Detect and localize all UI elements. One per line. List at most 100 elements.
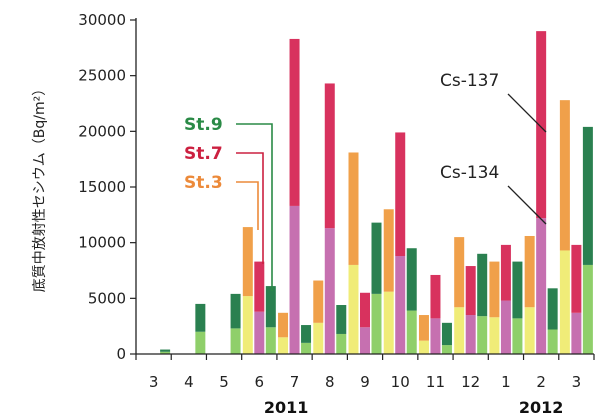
bar-st3-cs137-5 <box>313 280 324 323</box>
bar-st7-cs134-3 <box>254 311 265 354</box>
bar-st3-cs137-8 <box>418 315 429 341</box>
bar-st3-cs137-9 <box>454 237 465 308</box>
x-tick-label-0: 3 <box>149 373 159 391</box>
y-tick-label-3: 15000 <box>78 178 126 196</box>
bar-st9-cs137-11 <box>547 288 558 330</box>
bar-st7-cs134-5 <box>324 228 335 354</box>
bar-st9-cs134-11 <box>547 329 558 354</box>
bar-st7-cs137-5 <box>324 83 335 229</box>
bar-st9-cs134-9 <box>477 316 488 354</box>
bar-st7-cs137-8 <box>430 274 441 319</box>
bar-st9-cs137-7 <box>406 248 417 311</box>
bar-st3-cs137-12 <box>559 100 570 251</box>
annotation-leader-cs-134 <box>507 185 547 225</box>
bar-st3-cs134-9 <box>454 307 465 354</box>
y-tick-label-5: 25000 <box>78 67 126 85</box>
bars-layer <box>160 31 593 354</box>
legend-connector-st3 <box>236 181 259 230</box>
bar-st7-cs137-3 <box>254 261 265 312</box>
bar-st3-cs134-4 <box>278 337 289 354</box>
bar-st7-cs134-7 <box>395 256 406 354</box>
x-tick-label-5: 8 <box>325 373 335 391</box>
bar-st7-cs137-7 <box>395 132 406 257</box>
bar-st3-cs134-10 <box>489 317 500 354</box>
y-tick-label-4: 20000 <box>78 122 126 140</box>
legend-connector-st7 <box>236 152 264 264</box>
bar-st3-cs137-7 <box>383 209 394 292</box>
bar-st9-cs134-2 <box>230 328 241 354</box>
x-tick-label-8: 11 <box>426 373 445 391</box>
bar-st7-cs134-9 <box>465 315 476 354</box>
bar-st7-cs134-11 <box>536 218 547 354</box>
bar-st3-cs137-3 <box>242 227 253 297</box>
bar-st7-cs137-12 <box>571 244 582 313</box>
bar-st7-cs137-9 <box>465 266 476 316</box>
bar-st3-cs137-10 <box>489 261 500 318</box>
bar-st9-cs134-5 <box>336 333 347 354</box>
bar-st9-cs134-6 <box>371 293 382 354</box>
x-tick-label-10: 1 <box>501 373 511 391</box>
bar-st9-cs134-12 <box>582 264 593 354</box>
bar-st9-cs134-7 <box>406 310 417 354</box>
bar-st9-cs134-10 <box>512 318 523 354</box>
bar-st9-cs134-4 <box>301 342 312 354</box>
bar-st3-cs137-4 <box>278 312 289 338</box>
x-tick-label-11: 2 <box>536 373 546 391</box>
bar-st3-cs134-3 <box>242 296 253 354</box>
bar-st7-cs134-6 <box>360 327 370 354</box>
bar-st9-cs137-12 <box>582 126 593 265</box>
year-label-1: 2012 <box>519 398 564 417</box>
annotation-leader-cs-137 <box>507 93 547 133</box>
legend-label-st3: St.3 <box>184 173 223 193</box>
bar-st3-cs137-11 <box>524 235 535 308</box>
year-label-0: 2011 <box>264 398 309 417</box>
x-tick-label-4: 7 <box>290 373 300 391</box>
x-tick-label-3: 6 <box>255 373 265 391</box>
bar-st9-cs134-3 <box>265 327 276 354</box>
bar-st9-cs137-2 <box>230 293 241 329</box>
y-tick-label-0: 0 <box>116 345 126 363</box>
bar-st3-cs134-7 <box>383 291 394 354</box>
bar-st7-cs137-6 <box>360 292 370 328</box>
x-tick-label-12: 3 <box>572 373 582 391</box>
y-tick-label-2: 10000 <box>78 234 126 252</box>
y-tick-label-1: 5000 <box>88 289 126 307</box>
bar-st9-cs134-8 <box>441 345 452 354</box>
legend-connector-st9 <box>236 123 273 291</box>
bar-st9-cs137-1 <box>195 303 206 332</box>
bar-st9-cs137-4 <box>301 325 312 343</box>
annotation-cs-137: Cs-137 <box>440 71 499 91</box>
bar-st7-cs137-4 <box>289 38 300 206</box>
bar-st3-cs134-8 <box>418 340 429 354</box>
bar-st9-cs137-9 <box>477 253 488 317</box>
bar-st7-cs134-4 <box>289 205 300 354</box>
bar-st7-cs137-11 <box>536 31 547 219</box>
bar-st7-cs137-10 <box>500 244 511 301</box>
bar-st7-cs134-8 <box>430 318 441 354</box>
bar-st7-cs134-10 <box>500 300 511 354</box>
bar-st9-cs134-0 <box>160 351 171 354</box>
x-tick-label-2: 5 <box>219 373 229 391</box>
bar-st3-cs134-11 <box>524 307 535 354</box>
x-tick-label-6: 9 <box>360 373 370 391</box>
bar-st9-cs134-1 <box>195 331 206 354</box>
x-tick-label-7: 10 <box>391 373 410 391</box>
x-tick-label-1: 4 <box>184 373 194 391</box>
bar-st3-cs134-6 <box>348 264 359 354</box>
bar-st9-cs137-3 <box>265 286 276 328</box>
y-tick-label-6: 30000 <box>78 11 126 29</box>
bar-st9-cs137-8 <box>441 322 452 346</box>
legend-label-st7: St.7 <box>184 144 223 164</box>
axes-layer <box>130 18 595 360</box>
bar-st7-cs134-12 <box>571 312 582 354</box>
bar-st9-cs137-6 <box>371 222 382 294</box>
annotation-cs-134: Cs-134 <box>440 163 499 183</box>
bar-st3-cs137-6 <box>348 152 359 265</box>
bar-st9-cs137-10 <box>512 261 523 319</box>
legend-label-st9: St.9 <box>184 115 223 135</box>
y-axis-title: 底質中放射性セシウム（Bq/m²） <box>32 82 48 292</box>
labels-layer: 0 5000 10000 15000 20000 25000 30000 3 4 5 6 7 8 9 10 1… <box>32 11 581 417</box>
x-tick-label-9: 12 <box>461 373 480 391</box>
bar-st3-cs134-5 <box>313 322 324 354</box>
